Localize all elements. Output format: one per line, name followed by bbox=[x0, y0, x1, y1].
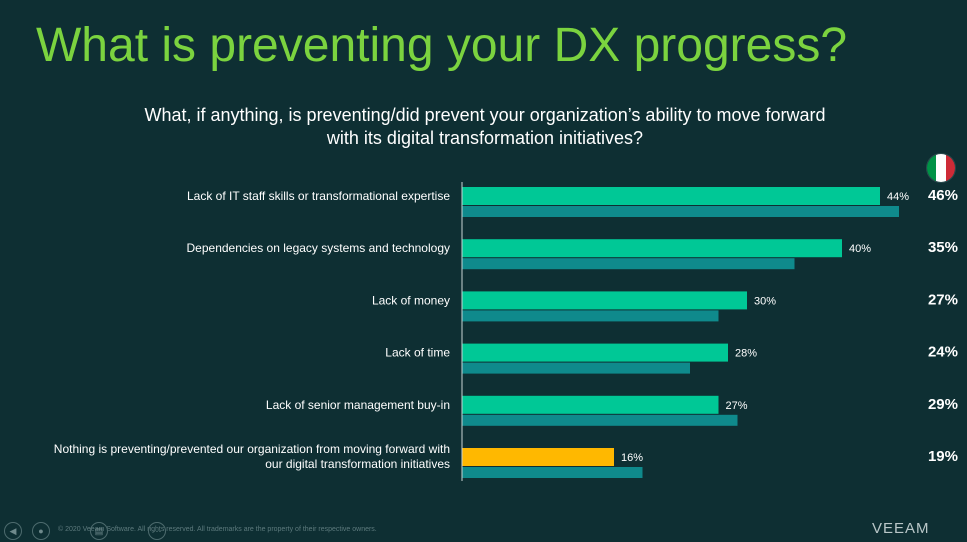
value-label: 44% bbox=[887, 191, 909, 203]
bar-secondary bbox=[462, 414, 738, 426]
value-label: 40% bbox=[849, 243, 871, 255]
category-label: Dependencies on legacy systems and techn… bbox=[187, 241, 451, 255]
value-label: 28% bbox=[735, 348, 757, 360]
italy-value-label: 24% bbox=[928, 344, 958, 361]
prev-slide-icon[interactable]: ◀ bbox=[4, 522, 22, 540]
bar-secondary bbox=[462, 467, 643, 478]
bar-primary bbox=[462, 239, 842, 258]
bar-secondary bbox=[462, 310, 719, 322]
bar-secondary bbox=[462, 258, 795, 270]
bar-primary bbox=[462, 448, 614, 466]
value-label: 27% bbox=[726, 400, 748, 412]
more-icon[interactable]: ⋯ bbox=[148, 522, 166, 540]
italy-value-label: 46% bbox=[928, 187, 958, 204]
menu-icon[interactable]: ▤ bbox=[90, 522, 108, 540]
bar-primary bbox=[462, 395, 719, 414]
copyright-text: © 2020 Veeam Software. All rights reserv… bbox=[58, 526, 377, 533]
category-label: Lack of time bbox=[385, 346, 450, 360]
veeam-logo: VEEAM bbox=[872, 520, 930, 537]
category-label: Lack of money bbox=[372, 293, 450, 307]
italy-flag-icon bbox=[926, 153, 956, 183]
category-label: Lack of IT staff skills or transformatio… bbox=[187, 189, 450, 203]
italy-value-label: 29% bbox=[928, 396, 958, 413]
category-label: Nothing is preventing/prevented our orga… bbox=[54, 442, 450, 471]
home-icon[interactable]: ● bbox=[32, 522, 50, 540]
category-label: Lack of senior management buy-in bbox=[266, 398, 450, 412]
bar-primary bbox=[462, 291, 747, 310]
italy-value-label: 19% bbox=[928, 448, 958, 465]
bar-primary bbox=[462, 187, 880, 205]
bar-primary bbox=[462, 343, 728, 362]
value-label: 16% bbox=[621, 452, 643, 464]
bar-secondary bbox=[462, 362, 690, 374]
bar-secondary bbox=[462, 206, 899, 217]
italy-value-label: 27% bbox=[928, 291, 958, 308]
value-label: 30% bbox=[754, 295, 776, 307]
italy-value-label: 35% bbox=[928, 239, 958, 256]
slide-title: What is preventing your DX progress? bbox=[36, 19, 848, 72]
slide-subtitle: What, if anything, is preventing/did pre… bbox=[144, 105, 826, 148]
